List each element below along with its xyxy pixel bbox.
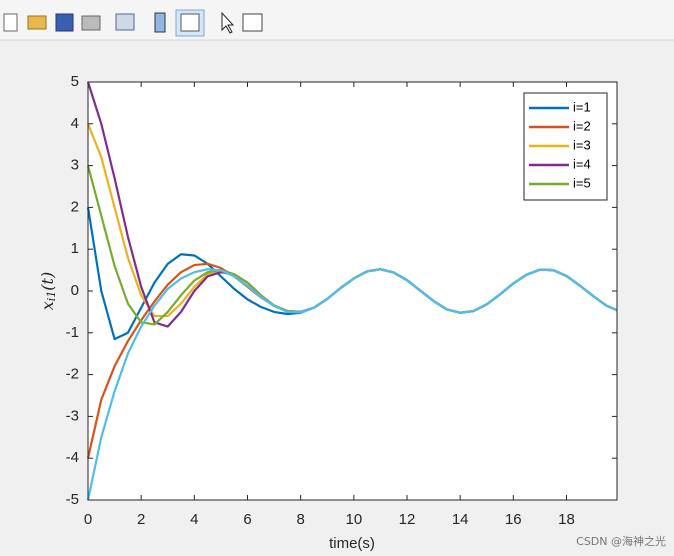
legend-label: i=4	[573, 156, 591, 171]
y-tick-label: -4	[66, 449, 79, 466]
y-tick-label: 3	[71, 157, 79, 174]
property-icon[interactable]	[242, 13, 263, 32]
save-icon[interactable]	[55, 13, 74, 32]
legend-label: i=3	[573, 137, 591, 152]
x-tick-label: 12	[399, 511, 416, 528]
open-icon[interactable]	[27, 15, 47, 30]
legend-label: i=2	[573, 118, 591, 133]
pointer-icon[interactable]	[221, 11, 235, 34]
legend: i=1 i=2 i=3 i=4 i=5	[523, 92, 608, 201]
y-label-base: x	[38, 301, 57, 310]
y-label-sub: i1	[45, 291, 58, 302]
y-tick-label: 5	[71, 73, 79, 90]
y-tick-label: -2	[66, 366, 79, 383]
x-tick-label: 4	[190, 511, 198, 528]
y-tick-label: -3	[66, 407, 79, 424]
series-line	[86, 268, 618, 501]
toolbar	[0, 0, 674, 40]
legend-label: i=1	[573, 99, 591, 114]
x-tick-label: 14	[452, 511, 469, 528]
x-tick-label: 16	[505, 511, 522, 528]
x-axis-label: time(s)	[329, 535, 375, 552]
legend-label: i=5	[573, 175, 591, 190]
x-tick-label: 0	[84, 511, 92, 528]
x-tick-label: 18	[558, 511, 575, 528]
y-tick-label: -1	[66, 324, 79, 341]
y-tick-label: 1	[71, 240, 79, 257]
print-icon[interactable]	[81, 15, 101, 31]
link-icon[interactable]	[115, 13, 135, 31]
y-label-arg: (t)	[38, 272, 57, 291]
toolbar-icons	[3, 9, 263, 37]
y-tick-label: 2	[71, 198, 79, 215]
plot	[86, 81, 618, 501]
y-tick-label: 0	[71, 282, 79, 299]
colorbar-icon[interactable]	[154, 12, 166, 33]
new-icon[interactable]	[3, 13, 18, 32]
y-tick-label: 4	[71, 115, 79, 132]
x-tick-label: 6	[243, 511, 251, 528]
y-tick-label: -5	[66, 491, 79, 508]
watermark: CSDN @海神之光	[576, 534, 666, 548]
x-tick-label: 2	[137, 511, 145, 528]
x-tick-label: 10	[345, 511, 362, 528]
x-tick-label: 8	[296, 511, 304, 528]
legend-icon	[180, 13, 200, 32]
y-axis-label: xi1(t)	[38, 272, 59, 310]
